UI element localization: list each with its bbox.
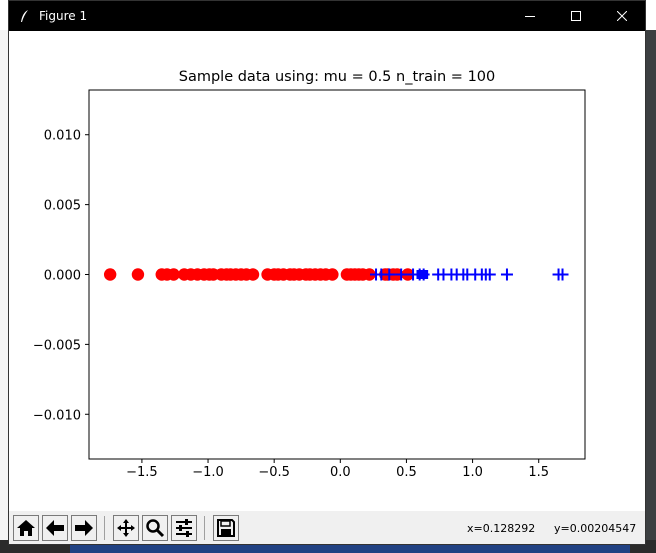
data-point-plus [395, 268, 408, 281]
close-button[interactable] [599, 1, 645, 31]
minimize-icon [525, 16, 535, 17]
data-point-plus [383, 268, 396, 281]
toolbar-separator [104, 516, 105, 540]
data-point-circle [363, 268, 376, 281]
home-icon [17, 520, 35, 536]
window-title: Figure 1 [39, 9, 88, 23]
sliders-icon [176, 519, 192, 537]
data-point-plus [483, 268, 496, 281]
y-tick-label: 0.005 [44, 199, 81, 214]
y-tick-label: −0.005 [33, 338, 81, 353]
y-tick-label: 0.000 [44, 269, 81, 284]
title-bar[interactable]: Figure 1 [9, 1, 645, 31]
data-point-circle [167, 268, 180, 281]
zoom-button[interactable] [142, 515, 168, 541]
data-point-square [419, 270, 429, 279]
x-tick-label: −0.5 [258, 465, 290, 480]
close-icon [617, 11, 627, 21]
data-point-circle [131, 268, 145, 281]
x-tick-label: 1.0 [462, 465, 483, 480]
x-tick-label: −1.5 [126, 465, 158, 480]
forward-button[interactable] [71, 515, 97, 541]
save-icon [217, 519, 235, 537]
x-tick-label: 0.5 [396, 465, 417, 480]
zoom-icon [146, 519, 165, 538]
plot-area[interactable]: Sample data using: mu = 0.5 n_train = 10… [9, 31, 645, 511]
arrow-left-icon [46, 520, 64, 536]
maximize-button[interactable] [553, 1, 599, 31]
feather-icon [21, 10, 28, 22]
navigation-toolbar: x=0.128292 y=0.00204547 [9, 511, 645, 544]
toolbar-separator [204, 516, 205, 540]
minimize-button[interactable] [507, 1, 553, 31]
background-editor-right [646, 30, 656, 540]
back-button[interactable] [42, 515, 68, 541]
x-tick-label: 0.0 [330, 465, 351, 480]
save-button[interactable] [213, 515, 239, 541]
background-editor-left [0, 30, 8, 540]
data-point-circle [103, 268, 117, 281]
data-point-circle [246, 268, 260, 281]
data-point-plus [556, 268, 569, 281]
x-tick-label: 1.5 [528, 465, 549, 480]
pan-button[interactable] [113, 515, 139, 541]
data-point-plus [500, 268, 513, 281]
home-button[interactable] [13, 515, 39, 541]
maximize-icon [571, 11, 581, 21]
configure-button[interactable] [171, 515, 197, 541]
figure-window: Figure 1 Sample data using: mu = 0.5 n_t… [8, 0, 646, 545]
x-coordinate-readout: x=0.128292 [467, 522, 536, 535]
arrow-right-icon [75, 520, 93, 536]
scatter-chart[interactable]: Sample data using: mu = 0.5 n_train = 10… [9, 31, 645, 511]
move-icon [117, 519, 135, 537]
x-tick-label: −1.0 [192, 465, 224, 480]
y-tick-label: −0.010 [33, 408, 81, 423]
chart-title: Sample data using: mu = 0.5 n_train = 10… [179, 69, 496, 85]
data-point-circle [326, 268, 339, 281]
y-tick-label: 0.010 [44, 129, 81, 144]
y-coordinate-readout: y=0.00204547 [554, 522, 637, 535]
